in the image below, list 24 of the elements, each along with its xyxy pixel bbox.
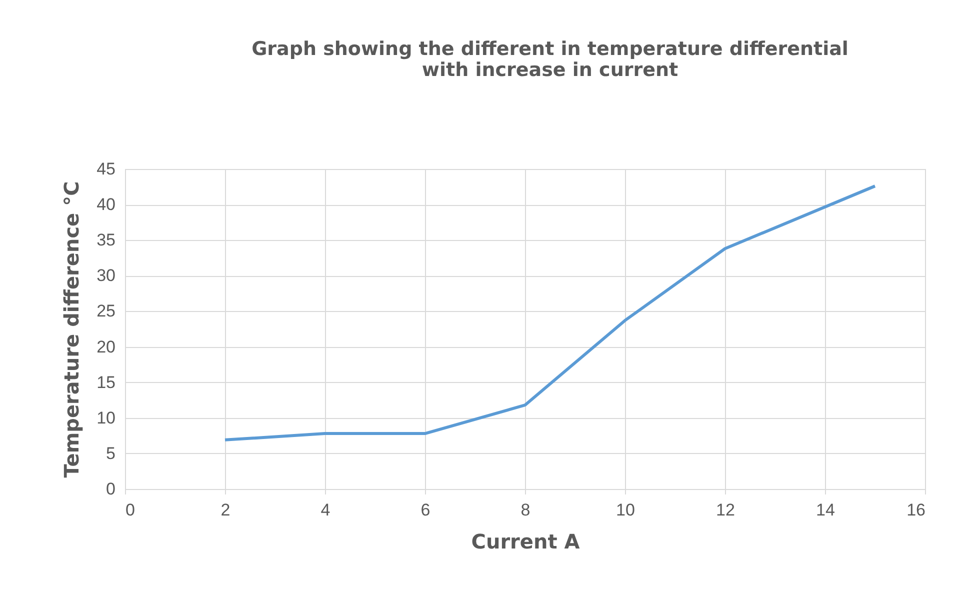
x-tick-label: 6 <box>420 500 430 520</box>
y-tick-label: 10 <box>96 408 116 428</box>
y-axis-title: Temperature difference °C <box>60 181 84 478</box>
x-tick-label: 16 <box>906 500 926 520</box>
x-tick-label: 2 <box>220 500 230 520</box>
x-tick-label: 0 <box>126 500 135 520</box>
y-tick-label: 40 <box>96 195 116 214</box>
text: with increase in current <box>422 59 678 81</box>
y-tick-label: 15 <box>96 372 116 392</box>
y-tick-label: 0 <box>106 480 116 498</box>
y-tick-label: 45 <box>96 160 116 178</box>
x-tick-label: 12 <box>716 500 735 520</box>
line-series <box>224 184 876 442</box>
x-tick-label: 14 <box>816 500 835 520</box>
y-tick-label: 25 <box>96 302 116 321</box>
y-tick-label: 5 <box>106 444 116 463</box>
y-tick-label: 20 <box>96 337 116 356</box>
x-tick-label: 8 <box>520 500 530 520</box>
text: Graph showing the different in temperature differential <box>252 38 848 60</box>
x-axis-title: Current A <box>471 530 580 554</box>
x-tick-label: 10 <box>616 500 635 520</box>
y-tick-label: 35 <box>96 230 116 250</box>
y-tick-label: 30 <box>96 266 116 286</box>
x-tick-label: 4 <box>320 500 330 520</box>
